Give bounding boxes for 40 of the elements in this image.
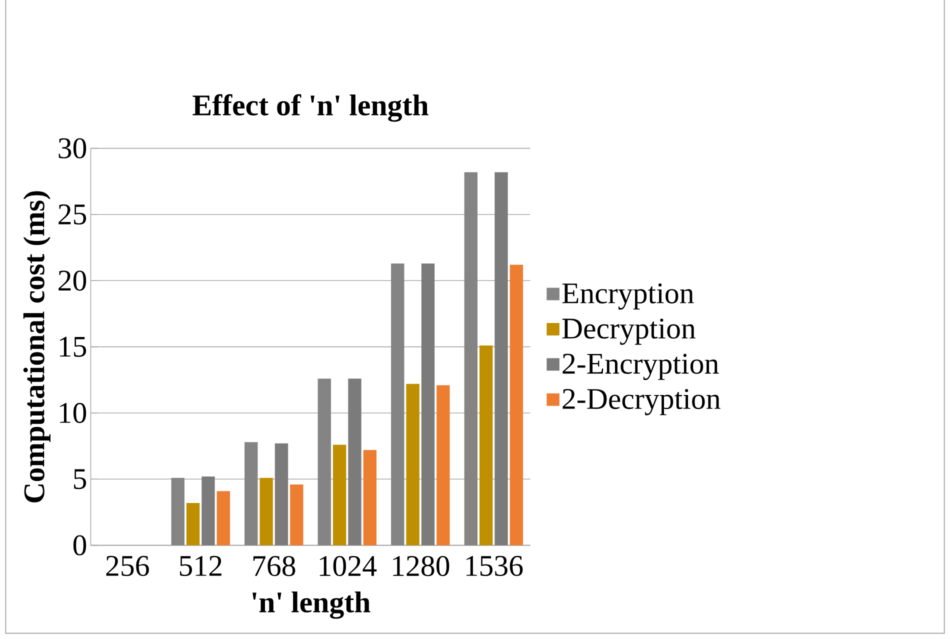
x-tick-label: 512 [180, 556, 222, 576]
bar [290, 484, 304, 546]
bar [202, 476, 215, 546]
bar [260, 478, 273, 546]
bar [244, 442, 258, 546]
x-axis-title: 'n' length [252, 592, 370, 619]
chart-title: Effect of 'n' length [192, 94, 428, 122]
x-tick-label: 1024 [320, 556, 377, 576]
y-tick-label: 20 [58, 270, 86, 291]
bar [318, 378, 331, 546]
y-tick-label: 0 [73, 535, 86, 556]
y-tick-label: 15 [60, 336, 86, 357]
x-tick-label: 1536 [466, 556, 523, 576]
bar [363, 450, 377, 546]
bar [332, 444, 346, 546]
y-tick-label: 30 [58, 138, 86, 158]
bar [274, 443, 288, 546]
bar [510, 264, 524, 546]
legend-label: 2-Decryption [562, 389, 720, 416]
x-tick-label: 768 [253, 556, 296, 576]
y-tick-label: 10 [60, 402, 86, 424]
y-tick-label: 5 [74, 469, 86, 490]
bar [348, 378, 362, 546]
bar [216, 491, 230, 546]
bar [479, 346, 493, 546]
legend-label: 2-Encryption [562, 354, 719, 380]
bar [186, 503, 200, 546]
bar [421, 263, 435, 546]
bar [391, 263, 404, 546]
bar [464, 172, 478, 546]
bar [171, 478, 184, 546]
x-tick-label: 256 [106, 556, 149, 576]
bar [494, 172, 508, 546]
x-tick-label: 1280 [393, 556, 450, 576]
legend-label: Encryption [562, 283, 694, 310]
y-axis-title: Computational cost (ms) [23, 191, 50, 502]
bar [406, 384, 420, 546]
legend-label: Decryption [562, 318, 696, 345]
bar [436, 385, 450, 546]
y-tick-label: 25 [58, 204, 86, 225]
